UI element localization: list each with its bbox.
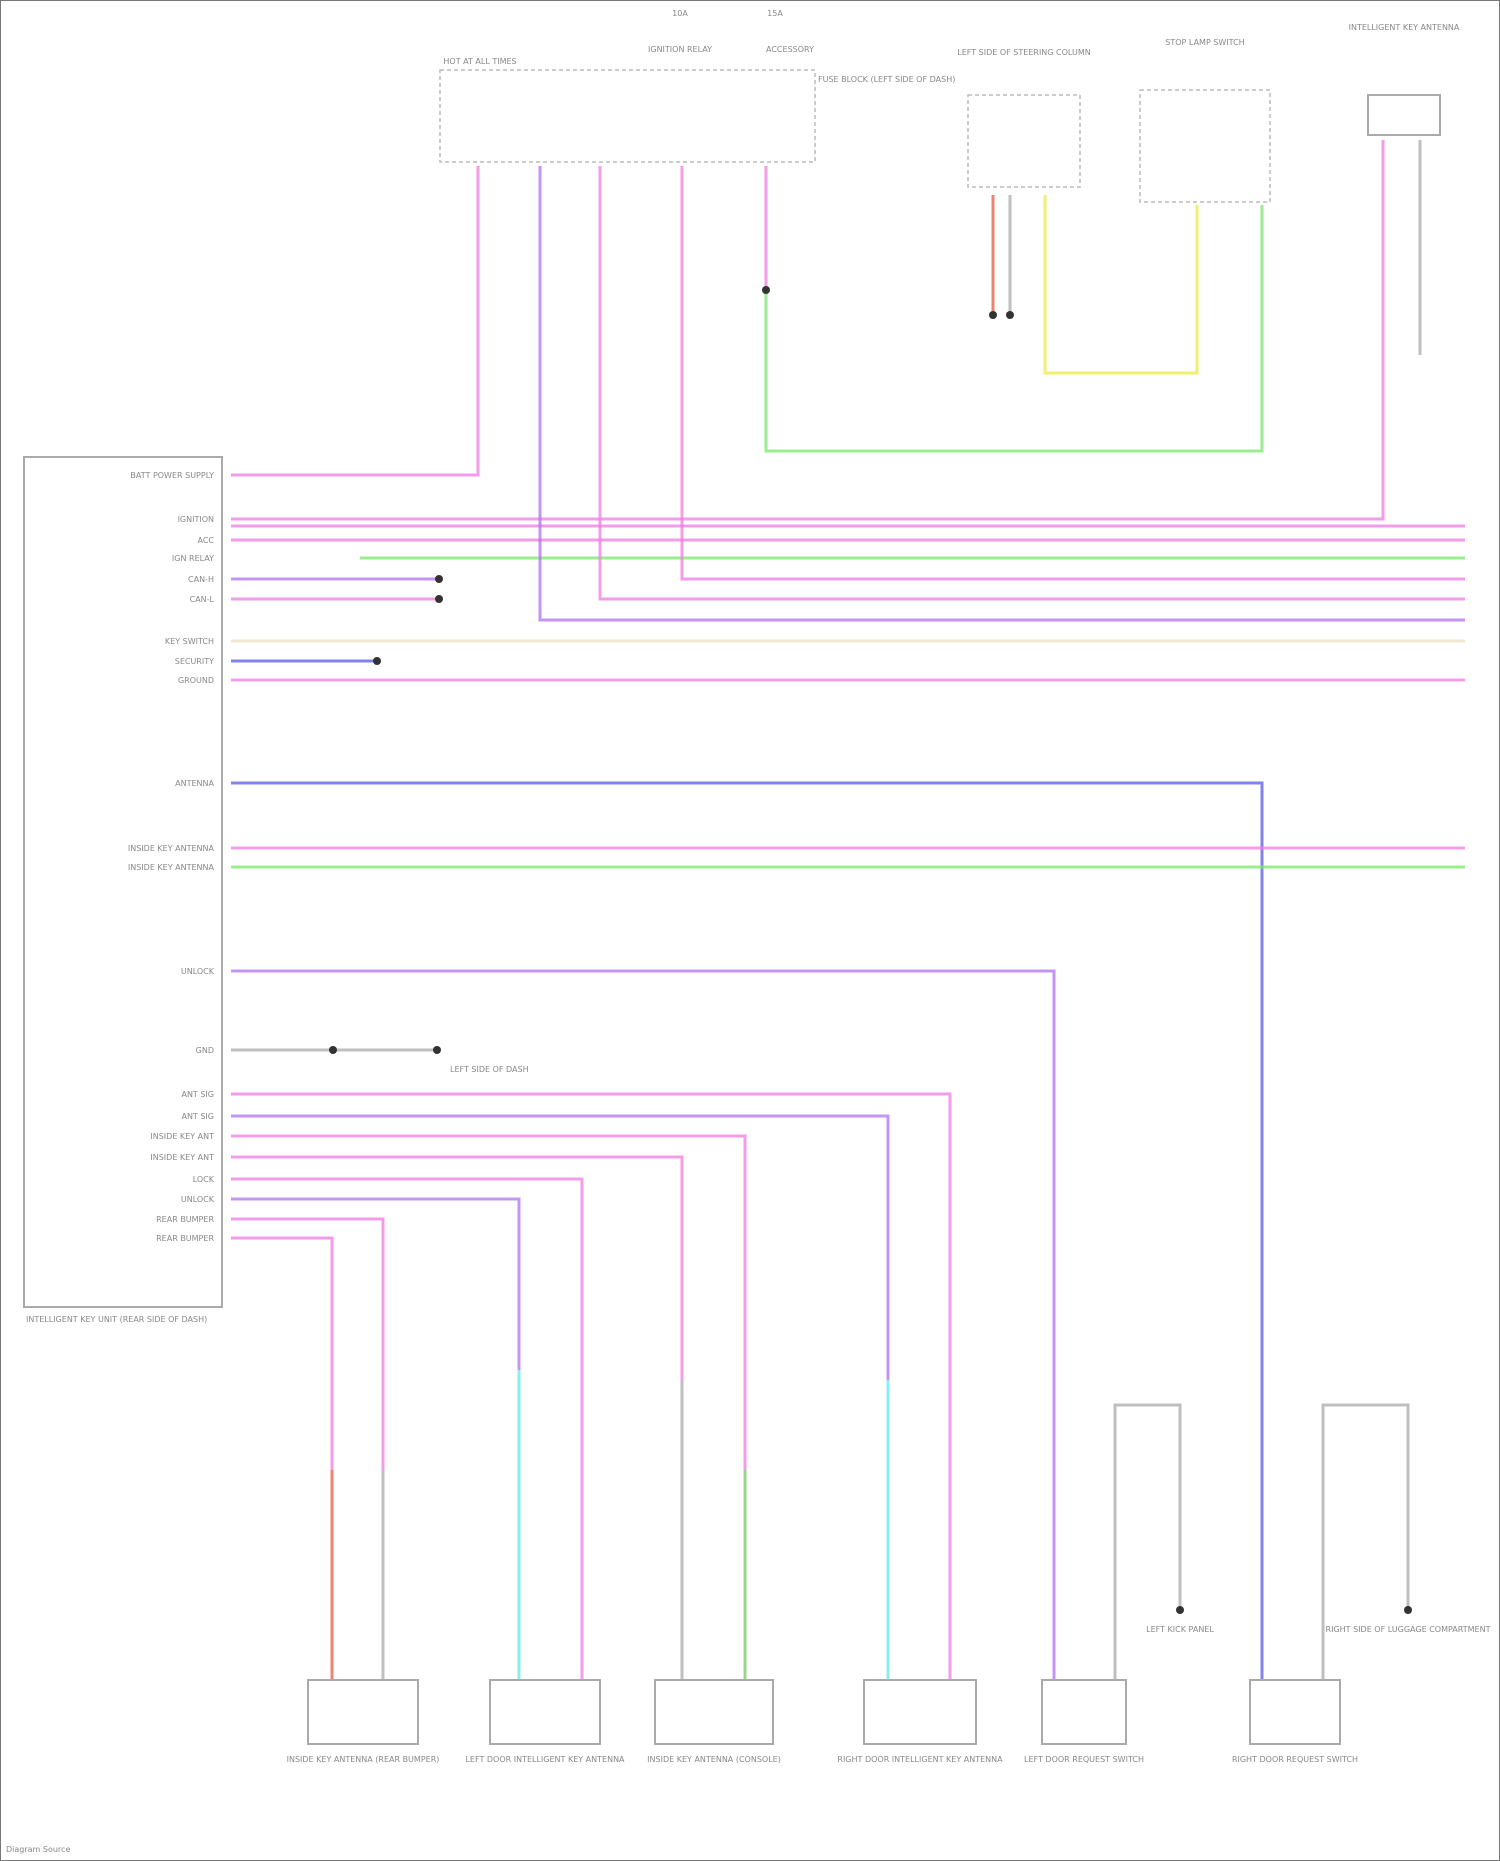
wire-purple — [538, 166, 1465, 622]
pin-label: INSIDE KEY ANTENNA — [128, 863, 215, 872]
component-label: RIGHT DOOR REQUEST SWITCH — [1232, 1755, 1358, 1764]
pin-label: UNLOCK — [181, 967, 215, 976]
splice-dot — [435, 595, 443, 603]
pin-label: INSIDE KEY ANT — [150, 1153, 214, 1162]
wire-pink — [231, 1177, 584, 1686]
component-label: LEFT DOOR REQUEST SWITCH — [1024, 1755, 1144, 1764]
component-label: LEFT DOOR INTELLIGENT KEY ANTENNA — [465, 1755, 625, 1764]
splice-dot — [1404, 1606, 1412, 1614]
comp-a-label: LEFT SIDE OF STEERING COLUMN — [957, 48, 1090, 57]
splice-dot — [762, 286, 770, 294]
pin-label: ANTENNA — [175, 779, 214, 788]
wire-pink — [231, 140, 1385, 521]
acc-label: ACCESSORY — [766, 45, 814, 54]
wire-grey — [1113, 1403, 1182, 1686]
pin-label: ACC — [197, 536, 214, 545]
wire-pink — [231, 1236, 334, 1470]
wire-pink — [231, 1155, 684, 1380]
component-box — [1249, 1679, 1341, 1745]
component-box — [654, 1679, 774, 1745]
pin-label: UNLOCK — [181, 1195, 215, 1204]
wire-yellow — [1043, 195, 1199, 375]
stop-lamp-switch — [1139, 89, 1271, 203]
pin-label: KEY SWITCH — [165, 637, 214, 646]
wire-pink — [231, 1092, 952, 1686]
ground-label: RIGHT SIDE OF LUGGAGE COMPARTMENT — [1326, 1625, 1491, 1634]
wire-pink — [680, 166, 1465, 581]
pin-label: REAR BUMPER — [156, 1215, 214, 1224]
pin-label: GND — [196, 1046, 214, 1055]
fuse-block — [439, 69, 816, 163]
pin-label: LOCK — [193, 1175, 215, 1184]
module-name: INTELLIGENT KEY UNIT (REAR SIDE OF DASH) — [26, 1315, 207, 1324]
pin-label: IGNITION — [178, 515, 214, 524]
pin-label: INSIDE KEY ANT — [150, 1132, 214, 1141]
pin-label: BATT POWER SUPPLY — [130, 471, 214, 480]
pin-label: INSIDE KEY ANTENNA — [128, 844, 215, 853]
pin-label: ANT SIG — [181, 1090, 214, 1099]
splice-dot — [433, 1046, 441, 1054]
component-box — [489, 1679, 601, 1745]
pin-label: CAN-L — [190, 595, 215, 604]
component-box — [1041, 1679, 1127, 1745]
fuse-15a: 15A — [767, 9, 783, 18]
component-label: INSIDE KEY ANTENNA (CONSOLE) — [647, 1755, 781, 1764]
pin-label: IGN RELAY — [172, 554, 214, 563]
wire-purple — [231, 1114, 890, 1380]
splice-dot — [373, 657, 381, 665]
component-box — [307, 1679, 419, 1745]
hot-label: HOT AT ALL TIMES — [443, 57, 516, 66]
wire-pink — [231, 166, 480, 477]
pin-label: REAR BUMPER — [156, 1234, 214, 1243]
pin-label: SECURITY — [175, 657, 214, 666]
splice-dot — [989, 311, 997, 319]
pin-label: ANT SIG — [181, 1112, 214, 1121]
wire-pink — [231, 1217, 385, 1470]
splice-dot — [1176, 1606, 1184, 1614]
ground-label: LEFT SIDE OF DASH — [450, 1065, 529, 1074]
intelligent-key-unit — [23, 456, 223, 1308]
component-box — [863, 1679, 977, 1745]
pin-label: GROUND — [178, 676, 214, 685]
relay-label: IGNITION RELAY — [648, 45, 712, 54]
steering-column-connector — [967, 94, 1081, 188]
ground-label: LEFT KICK PANEL — [1146, 1625, 1214, 1634]
fuse-block-label: FUSE BLOCK (LEFT SIDE OF DASH) — [818, 75, 955, 84]
splice-dot — [1006, 311, 1014, 319]
splice-dot — [435, 575, 443, 583]
component-label: RIGHT DOOR INTELLIGENT KEY ANTENNA — [837, 1755, 1003, 1764]
pin-label: CAN-H — [188, 575, 214, 584]
comp-b-label: STOP LAMP SWITCH — [1165, 38, 1244, 47]
comp-c-label: INTELLIGENT KEY ANTENNA — [1349, 23, 1460, 32]
splice-dot — [329, 1046, 337, 1054]
wire-purple — [231, 1197, 521, 1370]
key-antenna-connector — [1367, 94, 1441, 136]
wire-blue — [231, 781, 1264, 1692]
wire-grey — [1321, 1403, 1410, 1686]
fuse-10a: 10A — [672, 9, 688, 18]
wire-pink — [598, 166, 1465, 601]
component-label: INSIDE KEY ANTENNA (REAR BUMPER) — [287, 1755, 440, 1764]
wire-green — [764, 205, 1264, 453]
wire-purple — [231, 969, 1056, 1686]
footer-text: Diagram Source — [6, 1845, 70, 1854]
